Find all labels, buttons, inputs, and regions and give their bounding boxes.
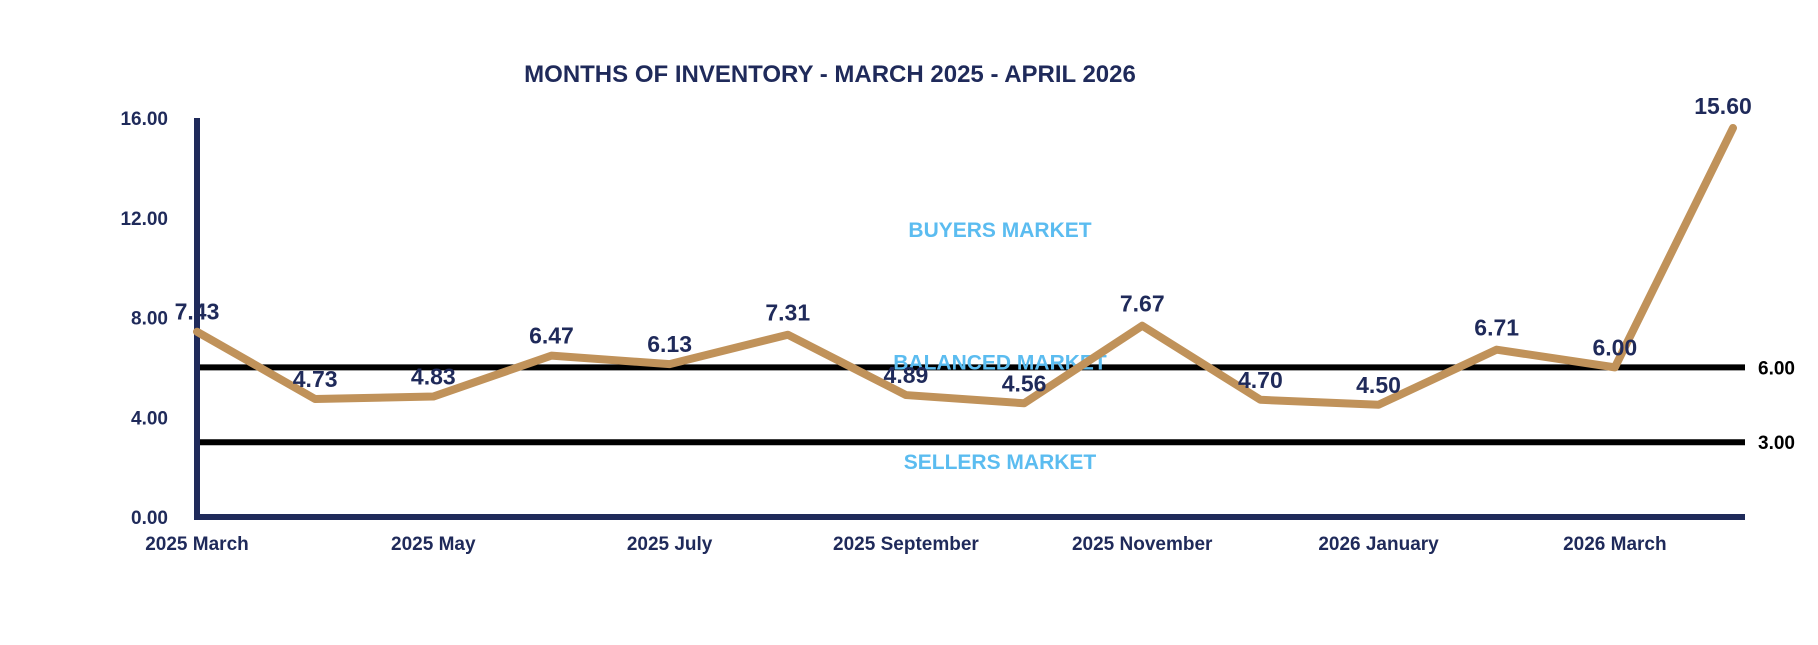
y-tick-label: 0.00 bbox=[131, 508, 168, 529]
y-tick-label: 12.00 bbox=[120, 209, 168, 230]
x-tick-label: 2025 September bbox=[833, 534, 979, 555]
data-labels: 7.43 4.73 4.83 6.47 6.13 7.31 4.89 4.56 7.67 4.70… bbox=[175, 93, 1752, 398]
data-label: 4.89 bbox=[884, 362, 929, 388]
data-label: 4.56 bbox=[1002, 370, 1047, 396]
x-tick-label: 2025 November bbox=[1072, 534, 1213, 555]
series-line bbox=[193, 123, 1737, 409]
zone-label: BUYERS MARKET bbox=[908, 219, 1091, 242]
chart-title: MONTHS OF INVENTORY - MARCH 2025 - APRIL… bbox=[524, 61, 1136, 88]
data-point bbox=[905, 394, 907, 396]
data-point bbox=[1732, 127, 1734, 129]
data-point bbox=[1378, 404, 1380, 406]
data-point bbox=[432, 396, 434, 398]
reference-lines: 6.00 3.00 bbox=[197, 358, 1795, 454]
data-point bbox=[1141, 325, 1143, 327]
axes bbox=[194, 118, 1745, 520]
x-axis-ticks: 2025 March 2025 May 2025 July 2025 Septembe… bbox=[145, 534, 1666, 555]
y-tick-label: 16.00 bbox=[120, 109, 168, 130]
data-point bbox=[787, 334, 789, 336]
data-label: 7.31 bbox=[765, 300, 810, 326]
reference-line-label: 6.00 bbox=[1758, 358, 1795, 379]
x-tick-label: 2026 January bbox=[1318, 534, 1439, 555]
data-label: 7.67 bbox=[1120, 291, 1165, 317]
data-label: 4.83 bbox=[411, 364, 456, 390]
data-label: 4.70 bbox=[1238, 367, 1283, 393]
y-axis-ticks: 0.00 4.00 8.00 12.00 16.00 bbox=[120, 109, 168, 529]
x-tick-label: 2025 May bbox=[391, 534, 476, 555]
x-tick-label: 2025 March bbox=[145, 534, 249, 555]
data-point bbox=[1259, 399, 1261, 401]
x-tick-label: 2025 July bbox=[627, 534, 713, 555]
zone-labels: BUYERS MARKET BALANCED MARKET SELLERS MARK… bbox=[893, 219, 1107, 474]
data-point bbox=[1614, 366, 1616, 368]
data-label: 4.50 bbox=[1356, 372, 1401, 398]
data-point bbox=[196, 331, 198, 333]
data-label: 6.71 bbox=[1474, 315, 1519, 341]
data-label: 6.00 bbox=[1592, 334, 1637, 360]
data-point bbox=[550, 355, 552, 357]
reference-line-label: 3.00 bbox=[1758, 433, 1795, 454]
data-label: 7.43 bbox=[175, 299, 220, 325]
data-point bbox=[1496, 349, 1498, 351]
x-tick-label: 2026 March bbox=[1563, 534, 1667, 555]
data-label: 6.47 bbox=[529, 323, 574, 349]
data-point bbox=[1023, 402, 1025, 404]
zone-label: SELLERS MARKET bbox=[904, 451, 1097, 474]
data-point bbox=[314, 398, 316, 400]
data-label: 6.13 bbox=[647, 331, 692, 357]
data-label: 4.73 bbox=[293, 366, 338, 392]
data-point bbox=[669, 363, 671, 365]
y-tick-label: 4.00 bbox=[131, 408, 168, 429]
data-label: 15.60 bbox=[1694, 93, 1752, 119]
y-tick-label: 8.00 bbox=[131, 309, 168, 330]
zone-label: BALANCED MARKET bbox=[893, 351, 1107, 374]
series-group bbox=[193, 123, 1737, 409]
